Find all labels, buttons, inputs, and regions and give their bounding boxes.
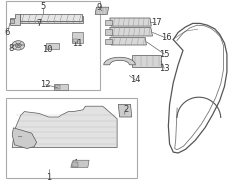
Text: 13: 13 — [159, 64, 170, 73]
Text: 4: 4 — [73, 159, 78, 168]
Polygon shape — [105, 39, 112, 44]
Text: 15: 15 — [159, 50, 170, 59]
Text: 1: 1 — [46, 173, 51, 180]
Text: 12: 12 — [40, 80, 51, 89]
Bar — [6, 1, 100, 90]
Bar — [6, 98, 137, 178]
Text: 3: 3 — [16, 132, 21, 141]
Polygon shape — [10, 14, 20, 25]
Polygon shape — [12, 128, 37, 148]
Text: 5: 5 — [40, 2, 45, 11]
Bar — [55, 85, 60, 89]
Bar — [10, 19, 14, 22]
Text: 14: 14 — [130, 75, 141, 84]
Polygon shape — [72, 32, 83, 43]
Polygon shape — [95, 7, 109, 14]
Polygon shape — [118, 104, 132, 117]
Text: 2: 2 — [123, 105, 128, 114]
Text: 11: 11 — [71, 39, 82, 48]
Text: 8: 8 — [8, 44, 14, 53]
Bar — [73, 39, 78, 42]
Text: 16: 16 — [161, 33, 171, 42]
Text: 17: 17 — [151, 18, 162, 27]
Circle shape — [12, 41, 25, 50]
Polygon shape — [105, 20, 112, 25]
Text: 6: 6 — [5, 28, 10, 37]
Polygon shape — [132, 55, 161, 67]
Polygon shape — [46, 43, 59, 49]
Polygon shape — [71, 160, 89, 167]
Polygon shape — [110, 37, 146, 45]
Polygon shape — [110, 27, 152, 36]
Polygon shape — [12, 106, 117, 148]
Polygon shape — [18, 16, 83, 23]
Circle shape — [15, 43, 21, 48]
Text: 10: 10 — [42, 45, 53, 54]
Text: 7: 7 — [36, 19, 42, 28]
Text: 9: 9 — [96, 3, 102, 12]
Polygon shape — [110, 18, 151, 26]
Polygon shape — [54, 84, 68, 90]
Polygon shape — [104, 57, 135, 65]
Polygon shape — [105, 29, 112, 35]
Polygon shape — [20, 14, 82, 21]
Bar — [72, 162, 78, 167]
